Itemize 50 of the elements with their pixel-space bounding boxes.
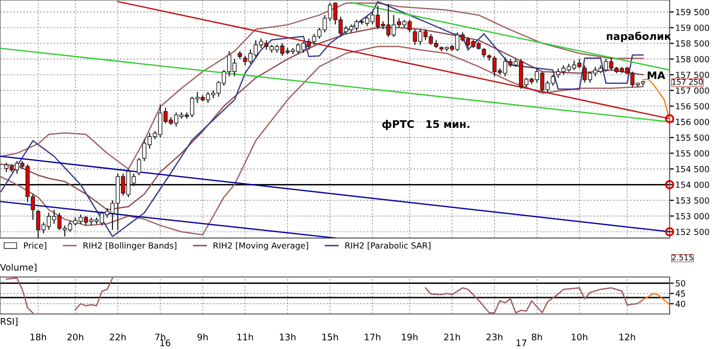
x-tick-label: 8h bbox=[532, 333, 542, 340]
legend-label: Price] bbox=[24, 242, 46, 250]
x-tick-label: 12h bbox=[620, 333, 635, 340]
x-tick-label: 13h bbox=[280, 333, 296, 340]
x-tick-label: 17h bbox=[364, 333, 380, 340]
y-tick-label: 157 000 bbox=[676, 87, 710, 94]
x-tick-label: 19h bbox=[402, 333, 418, 340]
annotation: МА bbox=[648, 71, 666, 80]
legend-label: RIH2 [Parabolic SAR] bbox=[345, 242, 430, 250]
y-tick-label: 40 bbox=[676, 300, 686, 308]
y-tick-label: 153 000 bbox=[676, 213, 710, 220]
legend-label: RIH2 [Bollinger Bands] bbox=[84, 242, 176, 250]
candlestick bbox=[482, 47, 486, 58]
y-tick-label: 159 500 bbox=[676, 8, 710, 16]
x-tick-label: 21h bbox=[444, 333, 460, 340]
y-tick-label: 158 500 bbox=[676, 40, 710, 47]
text: 16 bbox=[160, 339, 170, 346]
annotation: фРТС 15 мин. bbox=[382, 120, 470, 130]
y-tick-label: 156 500 bbox=[676, 103, 710, 110]
y-tick-label: 50 bbox=[676, 280, 686, 286]
line-series bbox=[6, 277, 34, 314]
x-tick-label: 20h bbox=[67, 333, 84, 340]
line-series bbox=[74, 277, 114, 311]
text: RSI] bbox=[0, 318, 18, 326]
x-tick-label: 18h bbox=[30, 333, 46, 340]
x-tick-label: 9h bbox=[198, 333, 208, 340]
y-tick-label: 154 000 bbox=[676, 182, 710, 188]
line-series bbox=[0, 46, 644, 236]
y-tick-label: 45 bbox=[676, 290, 686, 297]
x-tick-label: 23h bbox=[486, 333, 502, 340]
line-series bbox=[642, 292, 670, 306]
text: Volume] bbox=[0, 264, 36, 272]
y-tick-label: 153 500 bbox=[676, 197, 710, 204]
x-tick-label: 11h bbox=[238, 333, 253, 340]
y-tick-label: 154 500 bbox=[676, 166, 710, 172]
x-tick-label: 10h bbox=[572, 333, 588, 340]
text: 17 bbox=[516, 340, 526, 346]
x-tick-label: 7h bbox=[155, 333, 166, 340]
y-tick-label: 155 000 bbox=[676, 150, 710, 157]
y-tick-label: 156 000 bbox=[676, 118, 710, 126]
y-tick-label: 158 000 bbox=[676, 56, 710, 62]
y-tick-label: 155 500 bbox=[676, 134, 710, 141]
x-tick-label: 15h bbox=[322, 333, 338, 340]
y-tick-label: 159 000 bbox=[676, 24, 710, 31]
y-tick-label: 152 500 bbox=[676, 228, 710, 236]
line-series bbox=[424, 287, 644, 314]
x-tick-label: 22h bbox=[110, 333, 126, 340]
candlestick bbox=[136, 157, 142, 176]
legend-label: RIH2 [Moving Average] bbox=[214, 242, 308, 250]
y-tick-label: 157 500 bbox=[676, 72, 710, 78]
